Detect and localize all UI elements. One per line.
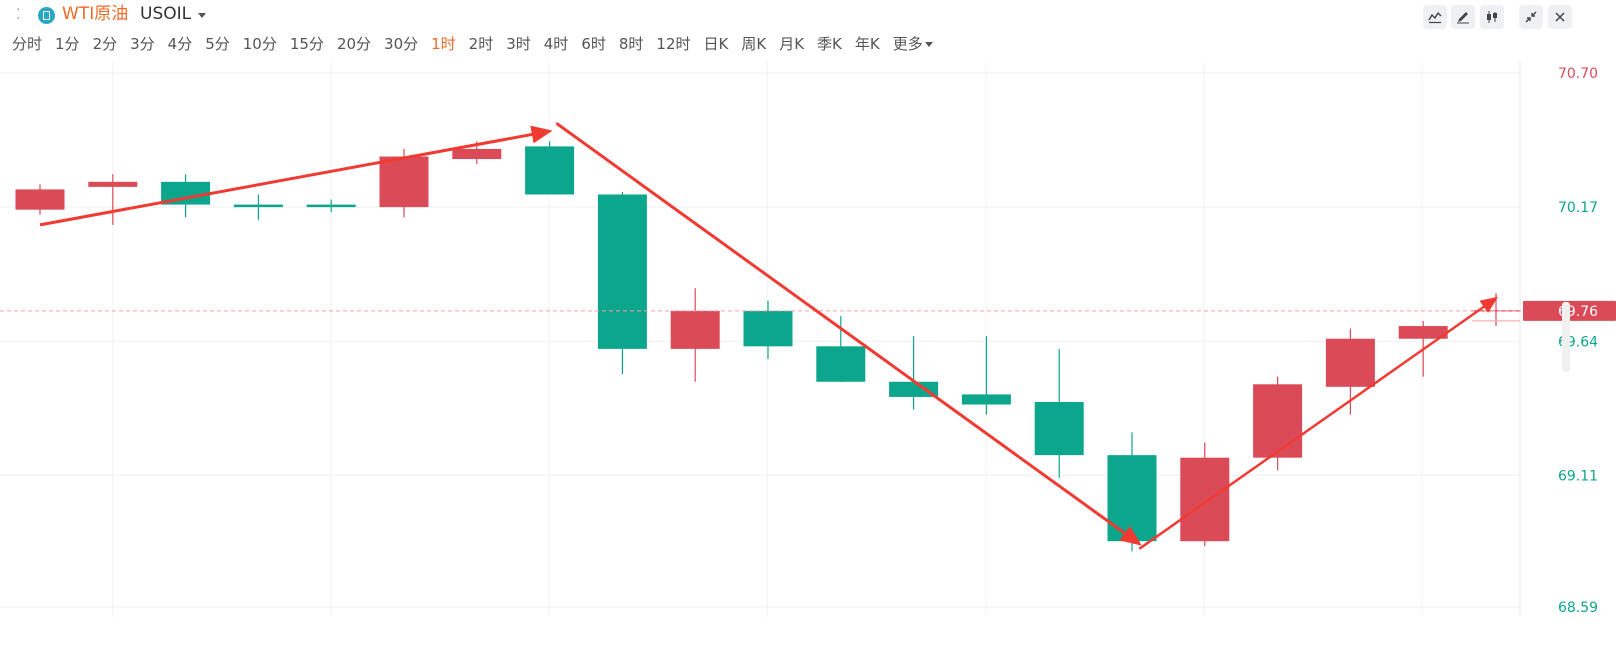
symbol-code[interactable]: USOIL xyxy=(140,4,192,24)
period-tab[interactable]: 2分 xyxy=(92,35,118,53)
collapse-icon xyxy=(1525,11,1537,23)
candle-body xyxy=(88,181,138,187)
candle-body xyxy=(1253,384,1303,458)
candle-body xyxy=(1034,402,1084,456)
period-tab[interactable]: 3分 xyxy=(130,35,155,53)
period-tab[interactable]: 3时 xyxy=(506,35,531,53)
period-tab[interactable]: 4时 xyxy=(543,35,569,53)
candle-body xyxy=(743,310,793,347)
period-tab[interactable]: 20分 xyxy=(336,35,372,53)
period-tab[interactable]: 5分 xyxy=(205,35,230,53)
candle-body xyxy=(1180,457,1230,542)
drag-handle-icon[interactable]: ⁚ xyxy=(16,7,21,23)
trend-arrow xyxy=(1138,296,1499,550)
draw-pen-icon xyxy=(1457,12,1469,24)
candle-body xyxy=(816,346,866,382)
symbol-logo-icon xyxy=(38,7,55,24)
more-periods-label: 更多 xyxy=(892,35,923,53)
draw-tool-button[interactable] xyxy=(1451,5,1475,29)
more-periods-dropdown[interactable]: 更多 xyxy=(893,34,933,54)
trend-arrow-lead xyxy=(555,122,762,272)
price-scale-scrollbar[interactable] xyxy=(1562,302,1570,372)
period-tab[interactable]: 1时 xyxy=(431,35,456,53)
period-tab[interactable]: 4分 xyxy=(167,35,193,53)
candle-body xyxy=(452,148,502,160)
indicator-button[interactable] xyxy=(1423,5,1447,29)
close-icon xyxy=(1555,12,1565,22)
chevron-down-icon xyxy=(924,42,933,47)
collapse-button[interactable] xyxy=(1519,5,1543,29)
candle-body xyxy=(670,310,720,349)
period-tab[interactable]: 30分 xyxy=(384,35,419,53)
price-tick-label: 70.70 xyxy=(1558,66,1598,82)
period-tab[interactable]: 2时 xyxy=(468,35,494,53)
period-tab[interactable]: 8时 xyxy=(618,35,644,53)
price-tick-label: 68.59 xyxy=(1558,600,1598,616)
period-tab[interactable]: 年K xyxy=(854,35,880,53)
candle-body xyxy=(306,204,356,208)
candle-style-button[interactable] xyxy=(1480,5,1504,29)
period-tab[interactable]: 周K xyxy=(741,35,767,53)
period-tab[interactable]: 季K xyxy=(817,35,842,53)
period-tab[interactable]: 12时 xyxy=(656,35,691,53)
period-tab[interactable]: 10分 xyxy=(242,35,277,53)
candlestick-chart[interactable]: 70.70 70.17 69.64 69.11 68.59 69.76 xyxy=(0,62,1616,659)
candle-body xyxy=(1325,338,1375,387)
candle-body xyxy=(961,394,1011,405)
period-tab[interactable]: 月K xyxy=(779,35,805,53)
period-tab[interactable]: 1分 xyxy=(55,35,80,53)
period-selector: 分时 1分 2分 3分 4分 5分 10分 15分 20分 30分 1时 2时 3时 4时 6时 8时 12时日… xyxy=(12,33,946,55)
symbol-name[interactable]: WTI原油 xyxy=(62,4,129,24)
chart-header: ⁚ WTI原油 USOIL xyxy=(0,0,1616,30)
symbol-dropdown-icon[interactable] xyxy=(198,13,206,18)
close-button[interactable] xyxy=(1548,5,1572,29)
period-tab[interactable]: 分时 xyxy=(12,35,43,53)
period-tab[interactable]: 日K xyxy=(703,35,729,53)
candle-style-icon xyxy=(1487,11,1497,23)
candle-body xyxy=(1398,326,1448,339)
period-tab[interactable]: 6时 xyxy=(581,35,606,53)
candle-body xyxy=(525,146,575,195)
candle-body xyxy=(233,204,283,208)
candle-body xyxy=(15,189,65,210)
candle-body xyxy=(889,381,939,397)
trend-arrow xyxy=(39,125,553,227)
indicator-icon xyxy=(1428,11,1442,24)
period-tab[interactable]: 15分 xyxy=(289,35,324,53)
candle-body xyxy=(597,194,647,349)
candle-body xyxy=(379,156,429,208)
price-tick-label: 70.17 xyxy=(1558,200,1598,216)
price-tick-label: 69.11 xyxy=(1558,468,1598,484)
candle-body xyxy=(1107,455,1157,542)
